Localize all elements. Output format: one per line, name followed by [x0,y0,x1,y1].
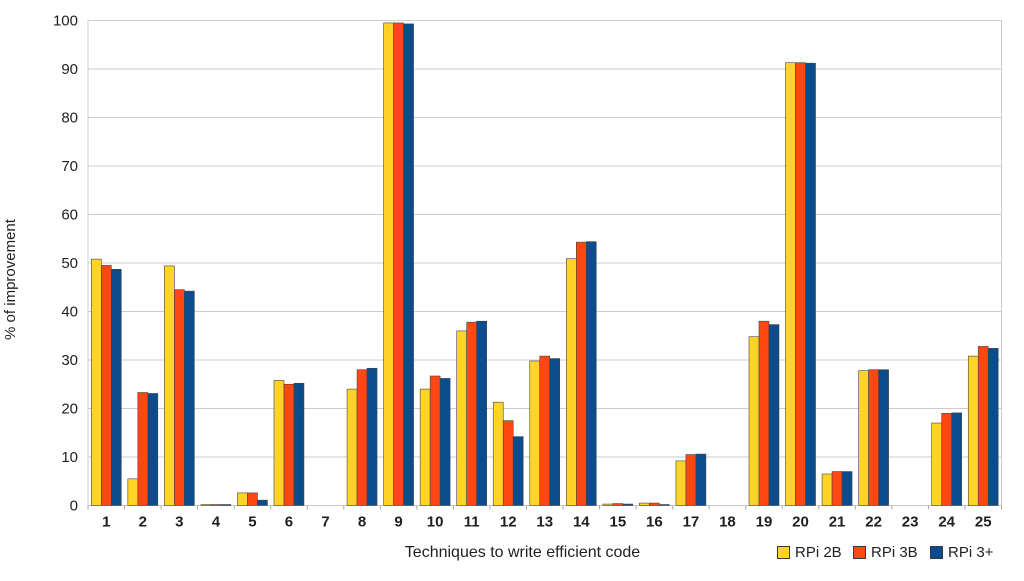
svg-text:80: 80 [61,110,78,127]
svg-text:12: 12 [500,514,517,531]
svg-text:20: 20 [61,401,78,418]
svg-text:10: 10 [61,449,78,466]
svg-text:23: 23 [902,514,919,531]
svg-text:70: 70 [61,158,78,175]
svg-text:20: 20 [792,514,809,531]
svg-text:11: 11 [464,514,480,531]
svg-text:24: 24 [938,514,955,531]
svg-text:100: 100 [53,13,78,30]
svg-text:19: 19 [756,514,773,531]
svg-text:21: 21 [829,514,846,531]
svg-text:2: 2 [139,514,147,531]
svg-text:25: 25 [975,514,992,531]
svg-text:50: 50 [61,255,78,272]
svg-text:5: 5 [248,514,256,531]
svg-text:6: 6 [285,514,293,531]
svg-text:18: 18 [719,514,736,531]
svg-text:17: 17 [683,514,700,531]
svg-text:13: 13 [536,514,553,531]
svg-text:40: 40 [61,304,78,321]
svg-text:7: 7 [321,514,329,531]
svg-text:16: 16 [646,514,663,531]
svg-text:30: 30 [61,352,78,369]
svg-text:1: 1 [102,514,110,531]
svg-text:9: 9 [394,514,402,531]
svg-text:0: 0 [70,498,78,515]
svg-text:90: 90 [61,61,78,78]
svg-text:4: 4 [212,514,221,531]
svg-text:3: 3 [175,514,183,531]
svg-text:60: 60 [61,207,78,224]
svg-text:14: 14 [573,514,590,531]
svg-text:15: 15 [609,514,626,531]
svg-text:10: 10 [427,514,444,531]
svg-text:22: 22 [865,514,882,531]
svg-text:8: 8 [358,514,366,531]
